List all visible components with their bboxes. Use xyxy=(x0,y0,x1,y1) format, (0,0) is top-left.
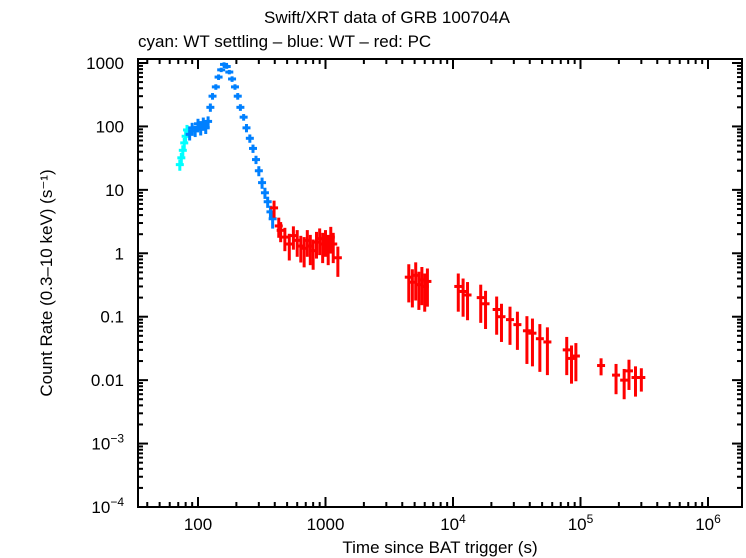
data-point xyxy=(597,358,606,376)
data-point xyxy=(276,222,285,243)
data-point xyxy=(217,67,226,73)
y-tick-label: 10−3 xyxy=(91,432,124,454)
plot-frame xyxy=(137,58,743,508)
y-tick-label: 1 xyxy=(115,244,124,263)
data-point xyxy=(624,359,633,390)
x-tick-label: 106 xyxy=(695,512,721,534)
data-point xyxy=(423,268,432,307)
y-tick-label: 10 xyxy=(105,181,124,200)
data-point xyxy=(201,122,210,134)
data-point xyxy=(329,232,338,264)
data-point xyxy=(185,129,194,141)
y-tick-label: 100 xyxy=(96,117,124,136)
data-point xyxy=(248,144,257,153)
data-point xyxy=(270,200,279,218)
data-point xyxy=(222,64,231,69)
data-point xyxy=(263,196,272,208)
data-point xyxy=(567,345,576,384)
y-tick-label: 1000 xyxy=(86,54,124,73)
data-point xyxy=(637,368,646,392)
data-point xyxy=(481,290,490,330)
data-point xyxy=(228,76,237,82)
data-point xyxy=(543,327,552,376)
data-point xyxy=(233,93,242,100)
data-point xyxy=(571,343,580,382)
data-point xyxy=(191,125,200,138)
y-tick-label: 10−4 xyxy=(91,495,124,517)
data-point xyxy=(463,282,472,321)
data-point xyxy=(333,246,342,277)
data-point xyxy=(497,303,506,342)
data-point xyxy=(612,363,621,395)
data-point xyxy=(236,104,245,111)
data-point xyxy=(251,155,260,165)
chart-title: Swift/XRT data of GRB 100704A xyxy=(264,8,511,27)
data-point xyxy=(260,187,269,199)
chart-subtitle: cyan: WT settling – blue: WT – red: PC xyxy=(138,32,431,51)
data-point xyxy=(225,69,234,75)
y-tick-label: 0.1 xyxy=(100,308,124,327)
data-point xyxy=(522,316,531,364)
data-point xyxy=(528,318,537,367)
x-tick-label: 100 xyxy=(184,515,212,534)
series-wt xyxy=(185,62,277,229)
data-point xyxy=(242,123,251,133)
series-pc xyxy=(270,200,646,400)
data-point xyxy=(245,134,254,143)
x-tick-label: 1000 xyxy=(307,515,345,534)
data-point xyxy=(459,278,468,317)
data-point xyxy=(239,114,248,121)
data-point xyxy=(211,84,220,90)
y-tick-label: 0.01 xyxy=(91,371,124,390)
data-point xyxy=(175,159,184,171)
data-point xyxy=(620,368,629,400)
data-point xyxy=(506,306,515,345)
x-tick-label: 104 xyxy=(440,512,466,534)
data-point xyxy=(258,177,267,189)
x-tick-label: 105 xyxy=(568,512,594,534)
data-point xyxy=(492,296,501,335)
axis-ticks xyxy=(138,59,742,508)
x-axis-label: Time since BAT trigger (s) xyxy=(342,538,537,557)
data-point xyxy=(204,116,213,128)
data-point xyxy=(254,166,263,177)
data-point xyxy=(562,336,571,376)
y-axis-label: Count Rate (0.3–10 keV) (s⁻¹) xyxy=(37,169,56,396)
data-point xyxy=(513,311,522,350)
data-layer xyxy=(175,62,646,400)
tick-labels: 100 1000 104 105 106 1000 100 10 1 0.1 0.01 10−3 10−… xyxy=(86,54,721,534)
data-point xyxy=(476,284,485,323)
data-point xyxy=(535,324,544,372)
data-point xyxy=(214,74,223,80)
data-point xyxy=(230,84,239,90)
data-point xyxy=(206,103,215,112)
data-point xyxy=(208,93,217,100)
data-point xyxy=(280,227,289,252)
data-point xyxy=(454,273,463,312)
